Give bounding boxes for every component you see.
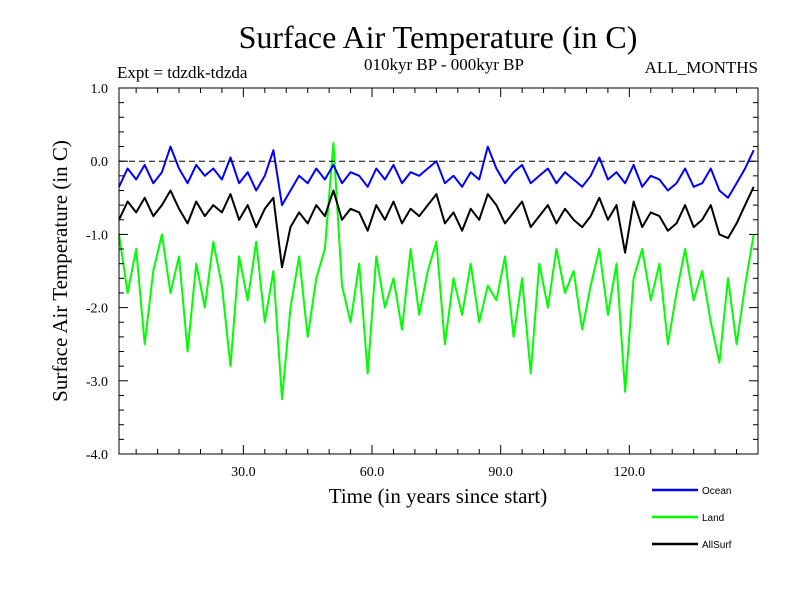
y-tick-label: -3.0 [86,375,108,390]
y-tick-label: -4.0 [86,448,108,463]
x-tick-label: 120.0 [614,465,646,480]
y-tick-label: -1.0 [86,228,108,243]
y-tick-labels: 1.0 0.0 -1.0 -2.0 -3.0 -4.0 [86,82,108,463]
ticks-layer [119,87,759,455]
season-label: ALL_MONTHS [645,58,758,77]
legend: Ocean Land AllSurf [652,486,732,551]
x-tick-label: 90.0 [488,465,513,480]
period-label: 010kyr BP - 000kyr BP [364,55,524,74]
x-tick-label: 30.0 [231,465,256,480]
y-tick-label: 0.0 [91,155,109,170]
plot-frame [118,87,759,455]
series-line-ocean [118,145,755,207]
legend-label-allsurf: AllSurf [702,540,732,551]
chart-title: Surface Air Temperature (in C) [239,19,638,55]
x-axis-label: Time (in years since start) [329,484,548,508]
experiment-label: Expt = tdzdk-tdzda [117,63,248,82]
x-tick-labels: 30.0 60.0 90.0 120.0 [231,465,645,480]
y-tick-label: 1.0 [91,82,109,97]
y-axis-label: Surface Air Temperature (in C) [48,140,72,402]
series-layer [118,141,755,401]
series-line-land [118,141,755,401]
x-tick-label: 60.0 [360,465,385,480]
legend-label-ocean: Ocean [702,486,731,497]
series-line-allsurf [118,186,755,269]
y-tick-label: -2.0 [86,302,108,317]
legend-label-land: Land [702,513,724,524]
